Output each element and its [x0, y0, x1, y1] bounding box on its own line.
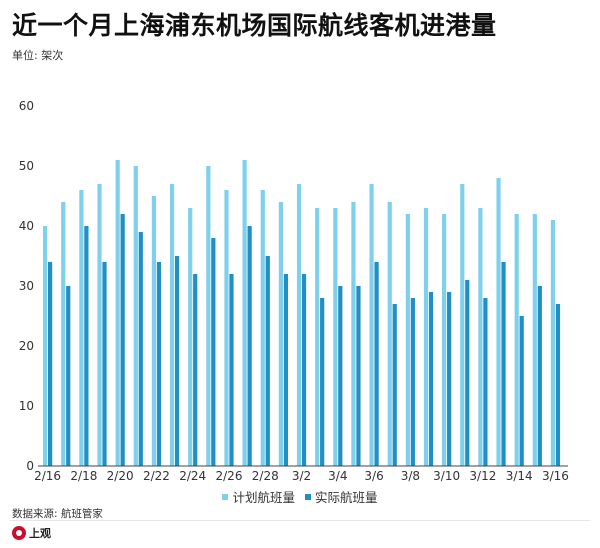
- divider: [10, 520, 590, 521]
- bar-chart: 0 10 20 30 40 50 60 2/16 2/18 2/20 2/22 2/24 2/26 2/2…: [19, 99, 569, 483]
- y-tick-label: 20: [19, 339, 34, 353]
- bar-actual: [247, 226, 252, 466]
- legend-label-actual: 实际航班量: [314, 490, 378, 505]
- bar-actual: [48, 262, 53, 466]
- bar-actual: [138, 232, 143, 466]
- bar-planned: [61, 202, 66, 466]
- bar-planned: [369, 184, 374, 466]
- bar-planned: [514, 214, 519, 466]
- x-tick-label: 3/8: [401, 469, 420, 483]
- bar-planned: [351, 202, 356, 466]
- bar-actual: [410, 298, 415, 466]
- bar-actual: [102, 262, 107, 466]
- y-tick-label: 60: [19, 99, 34, 113]
- x-tick-label: 3/2: [292, 469, 311, 483]
- x-tick-label: 3/12: [469, 469, 496, 483]
- bar-planned: [296, 184, 302, 466]
- bar-planned: [151, 196, 157, 466]
- y-tick-label: 50: [19, 159, 34, 173]
- bar-actual: [465, 280, 470, 466]
- bar-planned: [460, 184, 465, 466]
- x-tick-label: 2/26: [216, 469, 243, 483]
- x-tick-label: 3/14: [506, 469, 533, 483]
- x-tick-label: 2/28: [252, 469, 279, 483]
- bar-planned: [224, 190, 229, 466]
- bar-actual: [356, 286, 361, 466]
- bar-actual: [265, 256, 270, 466]
- bar-actual: [301, 274, 307, 466]
- bar-actual: [229, 274, 234, 466]
- bar-planned: [405, 214, 410, 466]
- bar-actual: [193, 274, 198, 466]
- bar-actual: [537, 286, 542, 466]
- legend-swatch-actual: [304, 493, 311, 500]
- bar-planned: [532, 214, 537, 466]
- bar-planned: [387, 202, 392, 466]
- x-tick-label: 3/16: [542, 469, 569, 483]
- chart-title: 近一个月上海浦东机场国际航线客机进港量: [12, 11, 497, 40]
- bar-actual: [283, 274, 288, 466]
- bar-actual: [483, 298, 488, 466]
- logo-text: 上观: [29, 527, 51, 540]
- bar-planned: [97, 184, 102, 466]
- x-tick-label: 3/6: [364, 469, 383, 483]
- bar-actual: [555, 304, 561, 466]
- bar-actual: [211, 238, 216, 466]
- bar-actual: [338, 286, 343, 466]
- bar-planned: [260, 190, 265, 466]
- x-tick-label: 3/4: [328, 469, 347, 483]
- y-tick-label: 0: [26, 459, 34, 473]
- bar-planned: [206, 166, 211, 466]
- bar-actual: [519, 316, 524, 466]
- bar-actual: [84, 226, 89, 466]
- bar-actual: [392, 304, 397, 466]
- bar-planned: [278, 202, 283, 466]
- bar-actual: [174, 256, 180, 466]
- unit-label: 单位: 架次: [12, 49, 64, 62]
- legend-swatch-planned: [222, 493, 229, 500]
- bar-planned: [442, 214, 447, 466]
- bar-planned: [496, 178, 501, 466]
- bar-planned: [115, 160, 120, 466]
- x-tick-label: 2/24: [179, 469, 206, 483]
- legend-label-planned: 计划航班量: [232, 490, 295, 505]
- bar-planned: [169, 184, 175, 466]
- logo-icon: [12, 526, 26, 540]
- x-tick-label: 2/20: [107, 469, 134, 483]
- bar-planned: [188, 208, 193, 466]
- data-source: 数据来源: 航班管家: [12, 508, 103, 520]
- bar-planned: [43, 226, 48, 466]
- bar-planned: [333, 208, 338, 466]
- bar-planned: [550, 220, 556, 466]
- bar-planned: [423, 208, 429, 466]
- legend: 计划航班量 实际航班量: [0, 487, 600, 506]
- bar-planned: [133, 166, 138, 466]
- publisher-logo: 上观: [12, 525, 51, 541]
- x-tick-label: 2/22: [143, 469, 170, 483]
- y-tick-label: 40: [19, 219, 34, 233]
- bar-planned: [79, 190, 84, 466]
- bar-actual: [320, 298, 325, 466]
- x-tick-label: 3/10: [433, 469, 460, 483]
- bar-actual: [428, 292, 434, 466]
- x-tick-label: 2/18: [70, 469, 97, 483]
- bar-actual: [66, 286, 71, 466]
- bar-planned: [315, 208, 320, 466]
- y-tick-label: 10: [19, 399, 34, 413]
- bar-actual: [501, 262, 506, 466]
- bar-actual: [374, 262, 379, 466]
- legend-item-actual: 实际航班量: [304, 487, 378, 506]
- legend-item-planned: 计划航班量: [222, 487, 295, 506]
- bar-actual: [156, 262, 162, 466]
- bar-planned: [478, 208, 483, 466]
- bar-actual: [120, 214, 125, 466]
- bar-actual: [447, 292, 452, 466]
- x-tick-label: 2/16: [34, 469, 61, 483]
- y-tick-label: 30: [19, 279, 34, 293]
- bar-planned: [242, 160, 247, 466]
